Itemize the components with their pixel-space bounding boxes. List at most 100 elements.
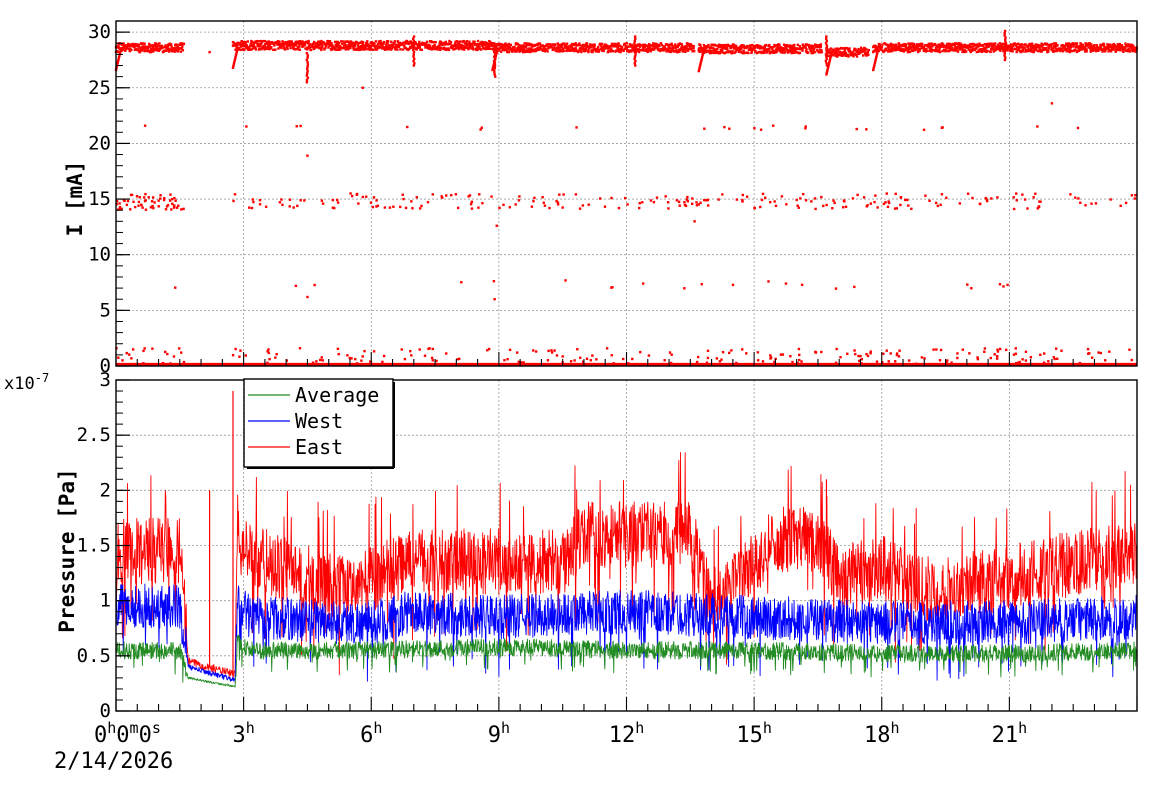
current-point <box>631 47 635 51</box>
current-point <box>392 43 395 47</box>
current-point <box>814 350 817 354</box>
current-point <box>355 362 359 365</box>
current-point <box>331 198 334 202</box>
current-point <box>1132 46 1135 49</box>
current-point <box>957 42 961 45</box>
current-point <box>235 50 239 53</box>
current-point <box>457 42 461 46</box>
current-point <box>587 49 590 52</box>
current-point <box>118 202 121 205</box>
current-point <box>320 48 323 52</box>
pressure-y-tick-label: 2.5 <box>77 424 111 446</box>
current-point <box>1021 48 1025 52</box>
current-point <box>390 47 393 51</box>
current-point <box>1094 46 1098 50</box>
current-point <box>702 50 705 53</box>
current-point <box>475 43 479 46</box>
current-point <box>1101 48 1105 52</box>
current-point <box>774 204 778 208</box>
current-point <box>267 351 271 355</box>
current-point <box>983 350 986 353</box>
current-point <box>486 349 489 352</box>
current-point <box>685 45 688 49</box>
current-point <box>1008 44 1011 47</box>
current-point <box>144 208 148 211</box>
pressure-y-tick-label: 1 <box>100 590 111 612</box>
current-point <box>860 362 863 365</box>
current-point <box>527 43 530 47</box>
current-point <box>798 45 802 48</box>
current-point <box>827 64 830 67</box>
current-point <box>558 46 562 49</box>
current-point <box>170 197 174 201</box>
current-point <box>765 43 768 47</box>
current-point <box>890 44 893 47</box>
current-y-tick-label: 5 <box>100 299 111 321</box>
current-point <box>524 46 528 49</box>
current-point <box>811 45 815 48</box>
current-point <box>656 45 659 48</box>
current-point <box>834 361 838 364</box>
current-point <box>487 45 490 48</box>
current-point <box>263 43 267 46</box>
current-point <box>317 45 320 48</box>
current-point <box>1065 42 1068 45</box>
current-point <box>493 70 496 74</box>
current-point <box>1121 45 1124 48</box>
current-point <box>149 206 153 209</box>
current-point <box>884 42 887 46</box>
current-point <box>1088 42 1091 45</box>
current-point <box>839 356 842 359</box>
current-point <box>360 47 364 51</box>
current-point <box>767 280 770 283</box>
current-point <box>336 44 340 47</box>
current-point <box>983 347 987 350</box>
current-point <box>783 51 787 54</box>
current-point <box>320 356 323 359</box>
current-point <box>998 283 1002 286</box>
current-point <box>972 47 975 51</box>
current-point <box>738 49 742 53</box>
current-point <box>1061 50 1065 53</box>
current-point <box>878 43 882 47</box>
current-point <box>298 48 302 51</box>
current-point <box>267 42 270 45</box>
current-point <box>557 44 560 48</box>
current-point <box>355 193 358 196</box>
current-point <box>825 39 829 43</box>
current-point <box>848 48 851 51</box>
current-point <box>600 44 603 47</box>
current-point <box>663 45 666 48</box>
current-point <box>264 47 268 50</box>
current-point <box>117 44 120 48</box>
current-point <box>895 43 898 46</box>
x-tick-label: 18h <box>864 719 900 748</box>
current-point <box>703 198 706 202</box>
current-point <box>948 49 951 53</box>
current-point <box>292 206 295 209</box>
current-point <box>380 42 384 45</box>
current-point <box>346 40 350 43</box>
current-point <box>643 46 647 49</box>
current-point <box>467 42 471 46</box>
current-point <box>741 43 744 47</box>
current-point <box>995 357 999 360</box>
current-point <box>121 44 125 47</box>
current-point <box>1124 42 1127 45</box>
current-point <box>267 47 270 51</box>
current-point <box>739 47 743 51</box>
current-point <box>520 45 523 49</box>
current-point <box>945 361 948 364</box>
current-point <box>505 44 508 47</box>
current-point <box>168 199 172 202</box>
current-point <box>569 360 573 363</box>
current-point <box>274 48 277 51</box>
current-point <box>1121 49 1125 52</box>
current-point <box>361 40 365 44</box>
current-point <box>875 54 878 57</box>
current-point <box>430 41 434 44</box>
current-point <box>890 49 894 53</box>
current-point <box>866 50 869 54</box>
x-tick-label: 6h <box>360 719 382 748</box>
current-point <box>156 44 159 48</box>
